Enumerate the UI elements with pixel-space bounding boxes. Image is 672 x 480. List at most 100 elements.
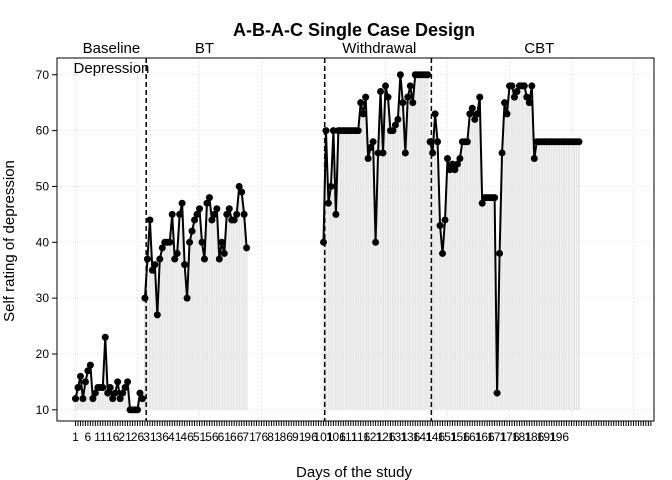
data-point <box>151 261 159 269</box>
data-point <box>409 99 417 107</box>
phase-dividers <box>145 58 433 421</box>
data-point <box>76 372 84 380</box>
data-point <box>496 249 504 257</box>
x-tick-label: 196 <box>549 430 569 444</box>
data-point <box>448 160 456 168</box>
data-point <box>138 395 146 403</box>
data-point <box>431 110 439 118</box>
data-point <box>429 149 437 157</box>
x-tick-label: 121 <box>363 430 383 444</box>
x-tick-label: 156 <box>450 430 470 444</box>
data-point <box>320 238 327 246</box>
x-tick-label: 161 <box>462 430 482 444</box>
data-point <box>84 367 92 375</box>
data-point <box>332 210 340 218</box>
data-point <box>520 82 528 90</box>
data-point <box>243 244 251 252</box>
data-point <box>369 138 377 146</box>
data-point <box>193 210 201 218</box>
data-point <box>575 138 583 146</box>
data-point <box>491 194 499 202</box>
x-tick-label: 106 <box>326 430 346 444</box>
data-point <box>362 93 370 101</box>
data-point <box>109 395 117 403</box>
data-point <box>463 138 471 146</box>
data-point <box>173 249 181 257</box>
phase-labels: Baseline Depression BT Withdrawal CBT <box>74 40 555 77</box>
data-point <box>476 93 484 101</box>
data-point <box>471 115 479 123</box>
x-axis: 1 6 11 16 21 26 31 36 41 46 51 56 61 66 71 76 81 86 91 9610… <box>72 421 652 444</box>
data-point <box>91 389 99 397</box>
data-point <box>367 143 375 151</box>
data-point <box>374 149 382 157</box>
data-point <box>396 71 404 79</box>
data-point <box>434 138 442 146</box>
x-tick-label: 191 <box>537 430 557 444</box>
data-point <box>188 227 196 235</box>
data-point <box>181 261 189 269</box>
data-point <box>238 188 246 196</box>
x-tick-label: 16 <box>106 430 120 444</box>
vertical-drop-lines <box>74 74 580 410</box>
x-tick-label: 151 <box>437 430 457 444</box>
data-point <box>528 82 536 90</box>
data-point <box>451 166 459 174</box>
data-point <box>493 389 501 397</box>
data-point <box>384 93 392 101</box>
data-point <box>220 249 228 257</box>
phase-sublabel: Depression <box>74 60 150 77</box>
data-point <box>235 182 243 190</box>
x-tick-label: 61 <box>218 430 232 444</box>
data-point <box>183 294 191 302</box>
data-point <box>153 311 161 319</box>
x-tick-label: 36 <box>156 430 170 444</box>
data-point <box>203 199 211 207</box>
data-point <box>523 93 531 101</box>
y-tick-label: 40 <box>36 235 50 249</box>
data-point <box>119 389 127 397</box>
data-point <box>114 378 122 386</box>
data-point <box>456 155 464 163</box>
data-point <box>530 155 538 163</box>
data-point <box>81 378 89 386</box>
data-point <box>124 378 132 386</box>
x-tick-label: 146 <box>425 430 445 444</box>
data-point <box>478 199 486 207</box>
data-point <box>143 255 151 263</box>
x-tick-label: 46 <box>180 430 194 444</box>
data-point <box>444 155 451 163</box>
data-point <box>441 216 449 224</box>
y-tick-label: 60 <box>36 124 50 138</box>
data-point <box>426 138 434 146</box>
data-point <box>498 149 506 157</box>
data-point <box>394 115 402 123</box>
data-point <box>213 205 221 213</box>
data-point <box>230 216 238 224</box>
data-point <box>327 182 335 190</box>
x-tick-label: 171 <box>487 430 507 444</box>
chart-title: A-B-A-C Single Case Design <box>233 20 475 40</box>
data-point <box>210 210 218 218</box>
x-tick-label: 111 <box>339 430 358 444</box>
data-point <box>322 127 330 135</box>
x-tick-label: 51 <box>193 430 207 444</box>
data-point <box>382 82 389 90</box>
x-tick-label: 96 <box>304 430 318 444</box>
data-point <box>168 210 176 218</box>
data-point <box>215 255 223 263</box>
data-point <box>136 389 144 397</box>
data-point <box>111 389 119 397</box>
x-tick-label: 141 <box>413 430 433 444</box>
x-tick-label: 6 <box>85 430 92 444</box>
data-point <box>79 395 87 403</box>
data-point <box>503 110 511 118</box>
data-point <box>141 294 149 302</box>
data-point <box>198 238 206 246</box>
data-point <box>200 255 208 263</box>
data-point <box>205 194 213 202</box>
x-tick-label: 176 <box>499 430 519 444</box>
data-point <box>406 82 414 90</box>
data-point <box>134 406 141 414</box>
x-tick-label: 101 <box>313 430 333 444</box>
